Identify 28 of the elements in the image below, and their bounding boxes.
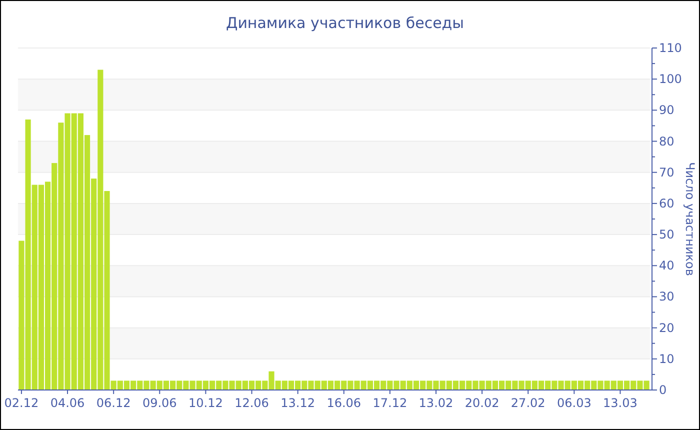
y2-tick-label: 20 — [659, 320, 674, 335]
y2-axis-title: Число участников — [683, 162, 697, 276]
x-tick-label: 10.12 — [188, 396, 223, 410]
x-tick-label: 17.12 — [372, 396, 408, 410]
x-tick-label: 16.06 — [326, 396, 362, 410]
chart-title: Динамика участников беседы — [226, 14, 464, 32]
x-tick-label: 06.03 — [556, 396, 592, 410]
y2-tick-label: 0 — [659, 383, 667, 397]
x-tick-label: 13.12 — [280, 396, 315, 410]
x-tick-label: 20.02 — [464, 396, 500, 410]
x-tick-label: 02.12 — [4, 396, 39, 410]
x-tick-label: 04.06 — [50, 396, 85, 410]
x-tick-label: 09.06 — [142, 396, 177, 410]
y2-tick-label: 80 — [659, 134, 674, 148]
y2-tick-label: 30 — [659, 290, 674, 304]
x-tick-label: 13.03 — [603, 396, 638, 410]
x-tick-label: 27.02 — [510, 396, 546, 410]
x-tick-label: 06.12 — [96, 396, 131, 410]
y2-tick-label: 100 — [659, 72, 682, 86]
y2-tick-label: 110 — [659, 41, 682, 55]
y2-tick-label: 90 — [659, 103, 674, 118]
y2-tick-label: 70 — [659, 165, 674, 180]
y2-tick-label: 60 — [659, 196, 674, 210]
x-tick-label: 12.06 — [234, 396, 269, 410]
y2-tick-label: 50 — [659, 228, 674, 242]
x-tick-label: 13.02 — [418, 396, 454, 410]
y2-tick-label: 40 — [659, 258, 674, 273]
y2-tick-label: 10 — [659, 352, 674, 366]
